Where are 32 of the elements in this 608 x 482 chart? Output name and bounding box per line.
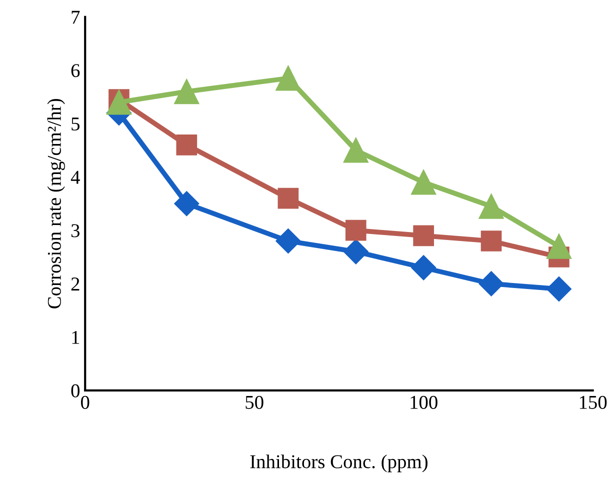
point xyxy=(174,79,200,104)
point xyxy=(478,271,504,296)
y-tick-label: 3 xyxy=(71,224,80,238)
y-tick-label: 1 xyxy=(72,330,80,344)
y-tick-label: 4 xyxy=(70,170,80,184)
y-axis-title: Corrosion rate (mg/cm²/hr) xyxy=(47,98,65,308)
point xyxy=(343,239,368,264)
point xyxy=(480,230,502,252)
point xyxy=(411,170,436,195)
x-tick-label: 100 xyxy=(410,396,438,409)
point xyxy=(276,66,301,91)
y-tick-label: 5 xyxy=(72,118,80,131)
point xyxy=(345,220,366,241)
point xyxy=(546,234,572,259)
x-axis-title: Inhibitors Conc. (ppm) xyxy=(250,454,428,472)
point xyxy=(276,228,301,254)
point xyxy=(411,255,436,280)
point xyxy=(413,225,434,246)
point xyxy=(106,90,132,115)
point xyxy=(278,188,299,209)
x-tick-label: 150 xyxy=(580,396,607,409)
y-tick-label: 6 xyxy=(71,64,80,78)
point xyxy=(174,191,200,216)
point xyxy=(546,276,572,302)
point xyxy=(176,134,198,156)
x-tick-label: 50 xyxy=(246,396,264,409)
x-tick-label: 0 xyxy=(81,396,90,409)
y-tick-label: 2 xyxy=(71,278,80,290)
point xyxy=(343,138,368,163)
point xyxy=(478,194,504,219)
y-tick-label: 7 xyxy=(72,10,80,24)
y-tick-label: 0 xyxy=(71,384,80,398)
